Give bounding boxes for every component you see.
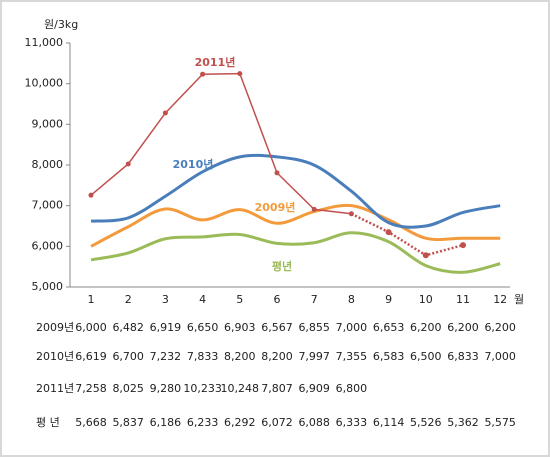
y-tick-label: 5,000 — [32, 280, 64, 293]
table-cell: 7,000 — [336, 321, 368, 334]
projection-line — [350, 212, 464, 257]
table-cell: 6,700 — [112, 350, 144, 363]
marker — [125, 161, 131, 167]
x-tick-label: 4 — [199, 293, 206, 306]
table-cell: 10,233 — [183, 382, 222, 395]
table-row-label: 2009년 — [36, 321, 74, 334]
table-cell: 6,000 — [75, 321, 107, 334]
table-row-label: 2010년 — [36, 350, 74, 363]
x-tick-label: 10 — [419, 293, 433, 306]
x-tick-label: 9 — [385, 293, 392, 306]
marker — [162, 110, 168, 116]
table-cell: 6,072 — [261, 416, 293, 429]
marker — [237, 71, 243, 77]
table-row-label: 평 년 — [36, 416, 60, 429]
table-cell: 7,807 — [261, 382, 293, 395]
y-tick-label: 7,000 — [32, 199, 64, 212]
table-cell: 6,800 — [336, 382, 368, 395]
marker — [385, 229, 392, 236]
table-cell: 6,855 — [298, 321, 330, 334]
table-cell: 6,333 — [336, 416, 368, 429]
x-tick-label: 8 — [348, 293, 355, 306]
x-tick-label: 12 — [493, 293, 507, 306]
table-cell: 6,200 — [447, 321, 479, 334]
x-tick-label: 5 — [236, 293, 243, 306]
table-cell: 6,482 — [112, 321, 144, 334]
series-label: 평년 — [272, 259, 292, 273]
x-axis-label: 월 — [514, 293, 524, 306]
series-line — [90, 153, 501, 229]
marker — [311, 206, 317, 212]
table-cell: 5,837 — [112, 416, 144, 429]
x-tick-label: 6 — [274, 293, 281, 306]
table-cell: 6,619 — [75, 350, 107, 363]
table-cell: 6,500 — [410, 350, 442, 363]
x-tick-label: 1 — [88, 293, 95, 306]
table-cell: 7,833 — [187, 350, 219, 363]
table-cell: 6,292 — [224, 416, 256, 429]
table-cell: 6,919 — [150, 321, 182, 334]
y-tick-label: 9,000 — [32, 117, 64, 130]
table-cell: 7,355 — [336, 350, 368, 363]
x-tick-label: 7 — [311, 293, 318, 306]
table-cell: 8,200 — [261, 350, 293, 363]
series-line — [90, 203, 501, 248]
x-tick-label: 11 — [456, 293, 470, 306]
table-cell: 9,280 — [150, 382, 182, 395]
marker — [422, 252, 429, 259]
table-cell: 5,668 — [75, 416, 107, 429]
table-cell: 6,200 — [410, 321, 442, 334]
table-cell: 5,362 — [447, 416, 479, 429]
table-cell: 6,833 — [447, 350, 479, 363]
series-label: 2011년 — [195, 55, 236, 69]
y-tick-label: 6,000 — [32, 239, 64, 252]
table-cell: 6,200 — [484, 321, 516, 334]
marker — [460, 242, 466, 249]
table-cell: 6,088 — [298, 416, 330, 429]
table-cell: 6,909 — [298, 382, 330, 395]
table-cell: 6,650 — [187, 321, 219, 334]
table-cell: 6,903 — [224, 321, 256, 334]
y-tick-label: 10,000 — [25, 77, 64, 90]
marker — [200, 71, 206, 77]
series-line — [90, 72, 352, 215]
series-label: 2009년 — [255, 200, 296, 214]
table-cell: 10,248 — [221, 382, 260, 395]
table-cell: 6,583 — [373, 350, 405, 363]
x-tick-label: 2 — [125, 293, 132, 306]
table-cell: 6,233 — [187, 416, 219, 429]
table-cell: 6,186 — [150, 416, 182, 429]
table-cell: 8,200 — [224, 350, 256, 363]
x-tick-label: 3 — [162, 293, 169, 306]
table-cell: 8,025 — [112, 382, 144, 395]
table-cell: 7,997 — [298, 350, 330, 363]
marker — [274, 170, 280, 176]
marker — [88, 192, 94, 198]
table-cell: 6,114 — [373, 416, 405, 429]
table-row-label: 2011년 — [36, 382, 74, 395]
table-cell: 7,258 — [75, 382, 107, 395]
y-tick-label: 8,000 — [32, 158, 64, 171]
table-cell: 5,575 — [484, 416, 516, 429]
series-line — [90, 231, 501, 274]
y-tick-label: 11,000 — [25, 36, 64, 49]
table-cell: 7,000 — [484, 350, 516, 363]
table-cell: 5,526 — [410, 416, 442, 429]
table-cell: 7,232 — [150, 350, 182, 363]
y-axis-label: 원/3kg — [44, 18, 78, 31]
table-cell: 6,653 — [373, 321, 405, 334]
series-label: 2010년 — [173, 157, 214, 171]
table-cell: 6,567 — [261, 321, 293, 334]
